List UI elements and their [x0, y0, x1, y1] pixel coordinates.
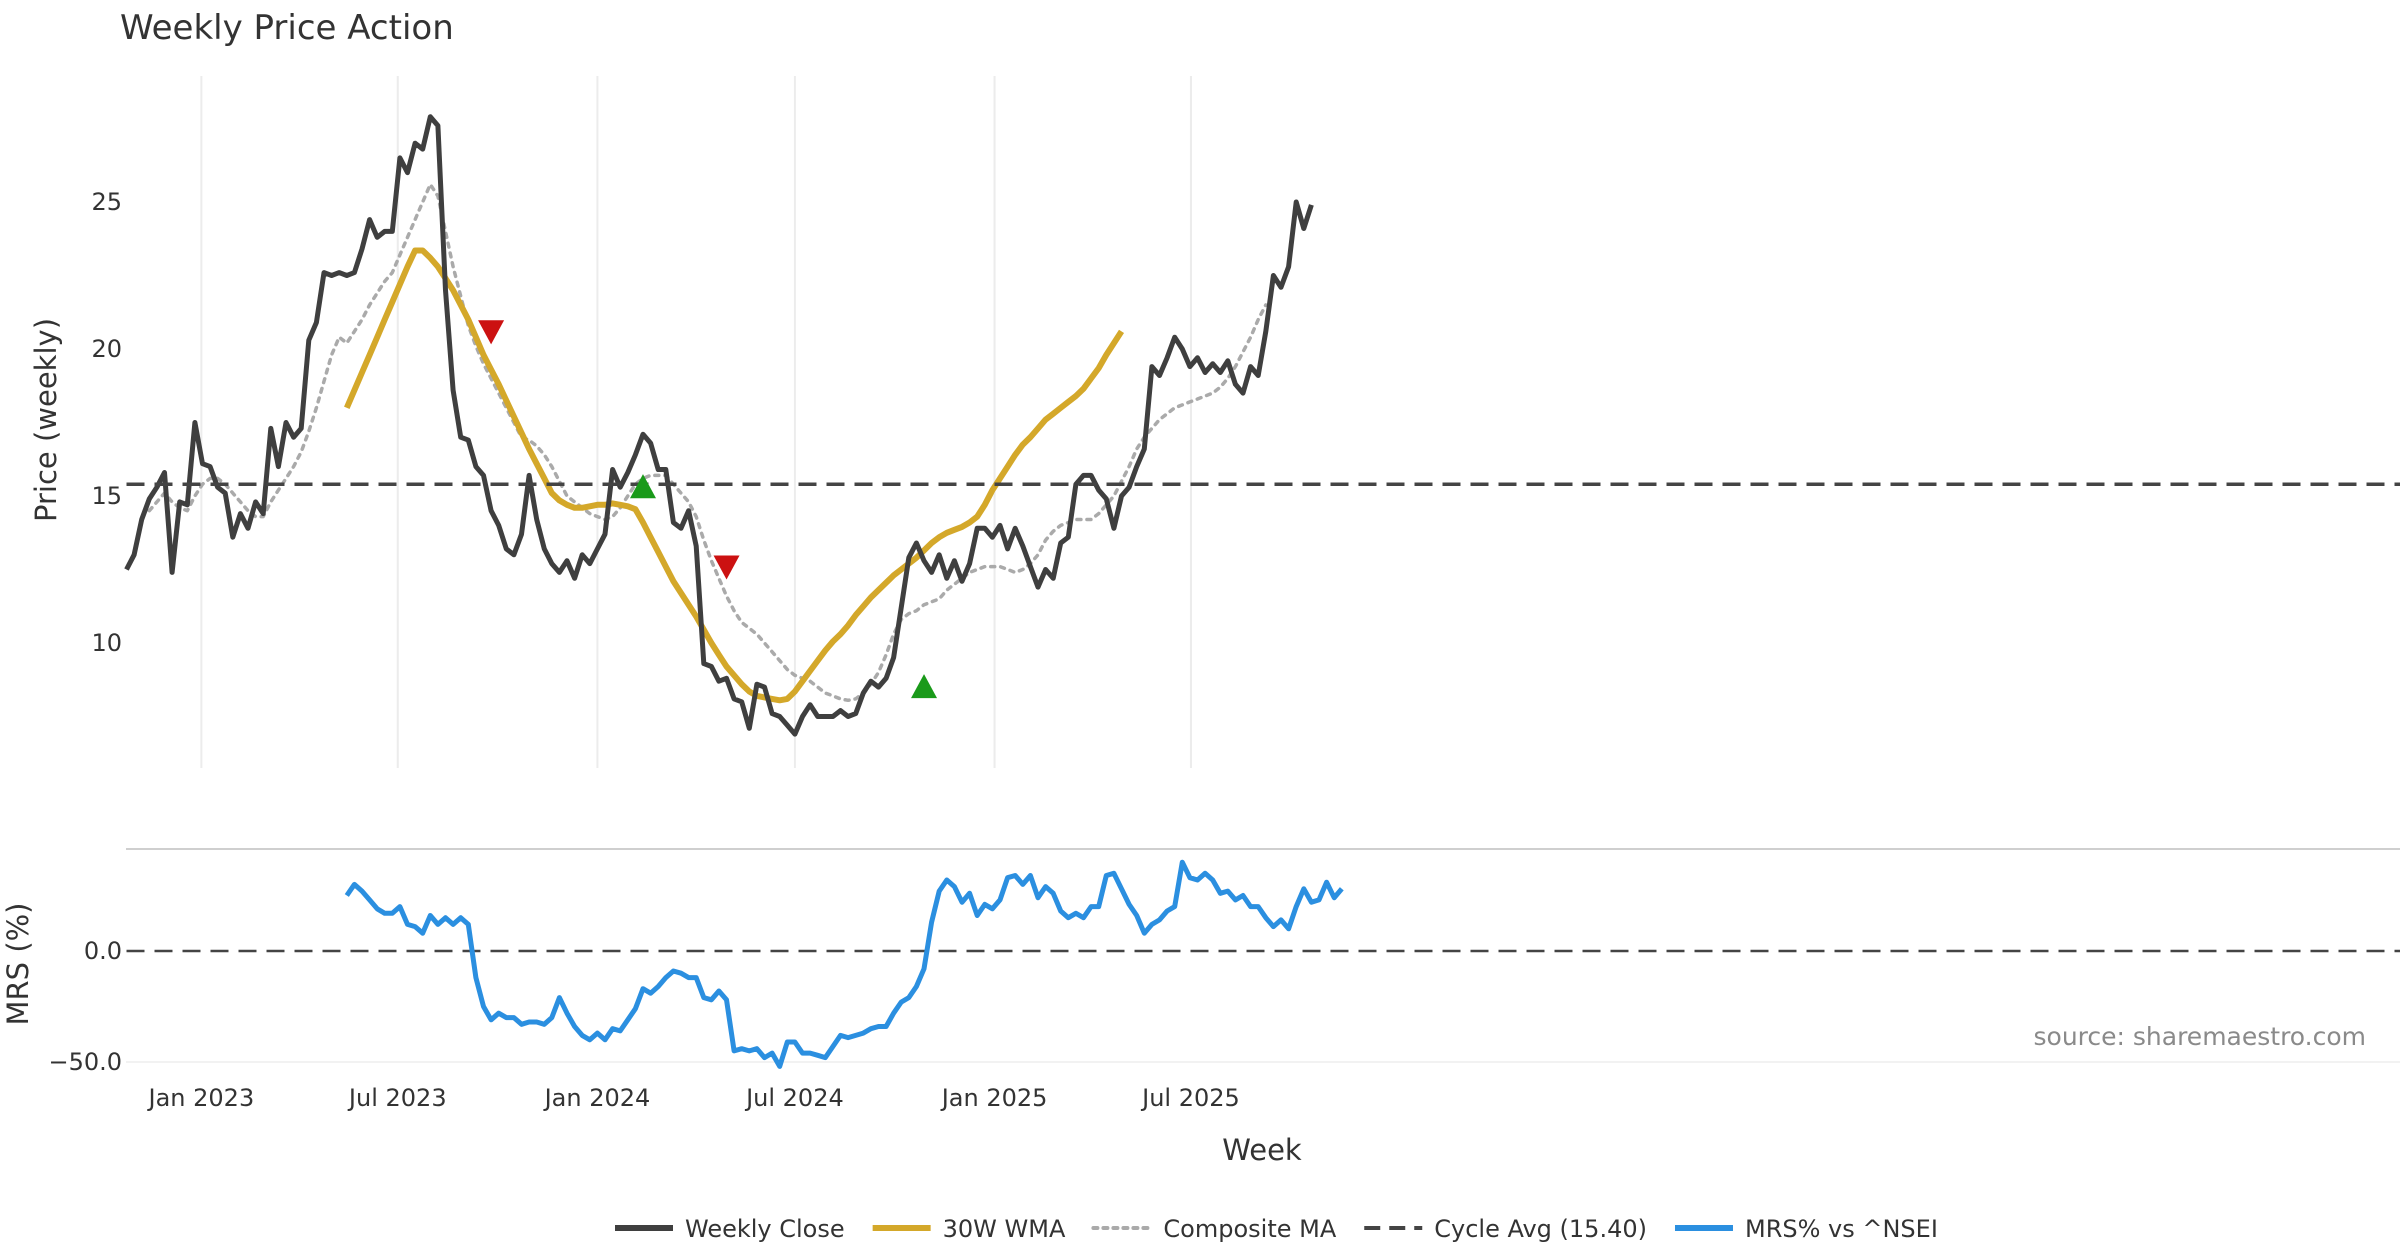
price-y-tick-2: 20	[91, 335, 122, 363]
price-series	[124, 114, 2400, 737]
price-panel: 10 15 20 25 Price (weekly)	[29, 76, 2400, 768]
series-mrs-vs-nsei	[344, 859, 1344, 1069]
price-y-tick-0: 10	[91, 629, 122, 657]
x-axis-title: Week	[1222, 1133, 1302, 1167]
source-credit: source: sharemaestro.com	[2034, 1022, 2367, 1051]
x-tick-label-1: Jul 2023	[347, 1084, 447, 1112]
sell-marker-0	[478, 320, 505, 345]
x-tick-label-3: Jul 2024	[744, 1084, 844, 1112]
series-weekly-close	[124, 114, 1314, 737]
buy-marker-1	[629, 474, 656, 499]
series-composite-ma	[147, 182, 1268, 703]
mrs-series	[126, 859, 2400, 1069]
legend-label-2: Composite MA	[1163, 1215, 1336, 1243]
signal-markers	[478, 320, 938, 699]
price-y-axis-title: Price (weekly)	[29, 318, 63, 522]
legend-label-1: 30W WMA	[943, 1215, 1066, 1243]
sell-marker-2	[713, 555, 740, 580]
mrs-y-tick-1: −50.0	[48, 1048, 122, 1076]
price-y-tick-1: 15	[91, 482, 122, 510]
price-y-tick-3: 25	[91, 188, 122, 216]
x-tick-label-2: Jan 2024	[543, 1084, 651, 1112]
legend-label-4: MRS% vs ^NSEI	[1745, 1215, 1938, 1243]
mrs-y-tick-0: 0.0	[84, 937, 122, 965]
legend-label-0: Weekly Close	[685, 1215, 845, 1243]
legend-label-3: Cycle Avg (15.40)	[1434, 1215, 1647, 1243]
buy-marker-3	[911, 674, 938, 699]
x-tick-label-5: Jul 2025	[1140, 1084, 1240, 1112]
x-tick-label-4: Jan 2025	[940, 1084, 1048, 1112]
x-axis-ticks: Jan 2023 Jul 2023 Jan 2024 Jul 2024 Jan 2025…	[147, 1084, 1240, 1112]
x-tick-label-0: Jan 2023	[147, 1084, 255, 1112]
chart-title: Weekly Price Action	[120, 8, 454, 48]
mrs-y-ticks: 0.0 −50.0	[48, 937, 122, 1076]
price-y-ticks: 10 15 20 25	[91, 188, 122, 657]
legend: Weekly Close 30W WMA Composite MA Cycle Avg…	[615, 1215, 1938, 1243]
mrs-y-axis-title: MRS (%)	[1, 903, 35, 1026]
series-30w-wma	[344, 247, 1125, 704]
mrs-panel: 0.0 −50.0 MRS (%) source: sharemaestro.co…	[1, 848, 2400, 1076]
